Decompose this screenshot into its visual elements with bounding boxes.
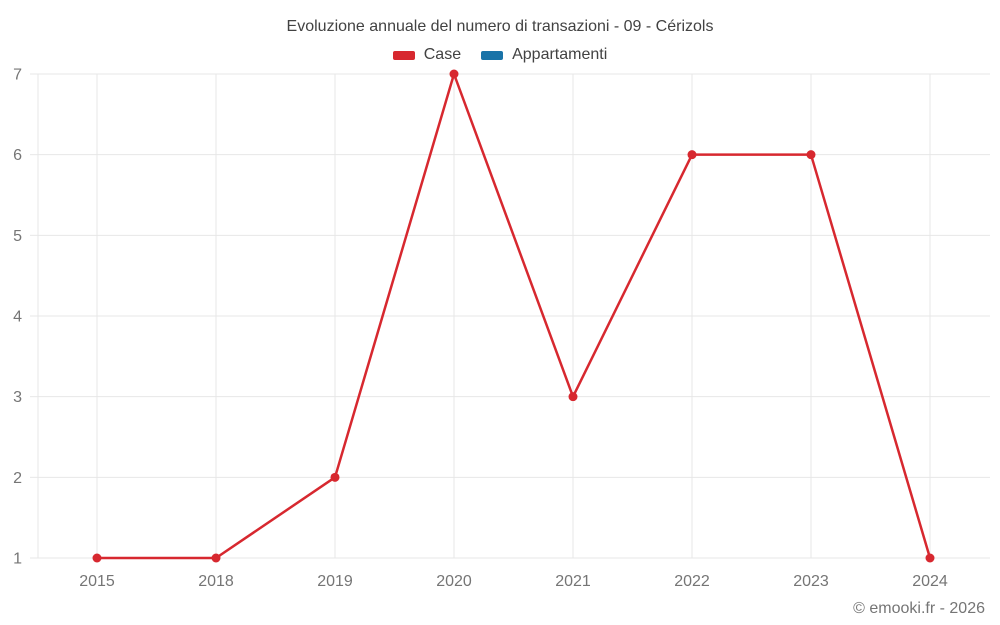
x-axis-label: 2022	[674, 573, 710, 590]
y-axis-label: 7	[13, 67, 22, 84]
legend-swatch-case	[392, 50, 415, 60]
x-axis-label: 2023	[793, 573, 829, 590]
y-axis-label: 5	[13, 228, 22, 245]
y-axis-label: 6	[13, 147, 22, 164]
legend-item-appartamenti[interactable]: Appartamenti	[481, 46, 607, 64]
x-axis-label: 2018	[198, 573, 234, 590]
y-axis-label: 3	[13, 389, 22, 406]
y-axis-label: 1	[13, 551, 22, 568]
data-point-case[interactable]	[925, 553, 935, 563]
series-line-case	[95, 72, 932, 560]
x-axis-label: 2020	[436, 573, 472, 590]
y-axis-label: 4	[13, 309, 22, 326]
data-point-case[interactable]	[687, 150, 697, 160]
data-point-case[interactable]	[806, 150, 816, 160]
x-axis-label: 2021	[555, 573, 591, 590]
legend-label-case: Case	[423, 46, 462, 63]
data-point-case[interactable]	[211, 553, 221, 563]
x-axis-label: 2024	[912, 573, 948, 590]
legend-item-case[interactable]: Case	[392, 46, 462, 64]
x-axis-label: 2015	[79, 573, 115, 590]
legend-label-appartamenti: Appartamenti	[512, 46, 608, 63]
data-point-case[interactable]	[449, 69, 459, 79]
legend-swatch-appartamenti	[481, 50, 504, 60]
chart-title: Evoluzione annuale del numero di transaz…	[286, 18, 714, 35]
footer-credit: © emooki.fr - 2026	[853, 600, 985, 617]
data-point-case[interactable]	[92, 553, 102, 563]
x-axis-label: 2019	[317, 573, 353, 590]
data-point-case[interactable]	[568, 392, 578, 402]
y-axis-label: 2	[13, 470, 22, 487]
data-point-case[interactable]	[330, 472, 340, 482]
chart-legend: Case Appartamenti	[0, 46, 1000, 64]
